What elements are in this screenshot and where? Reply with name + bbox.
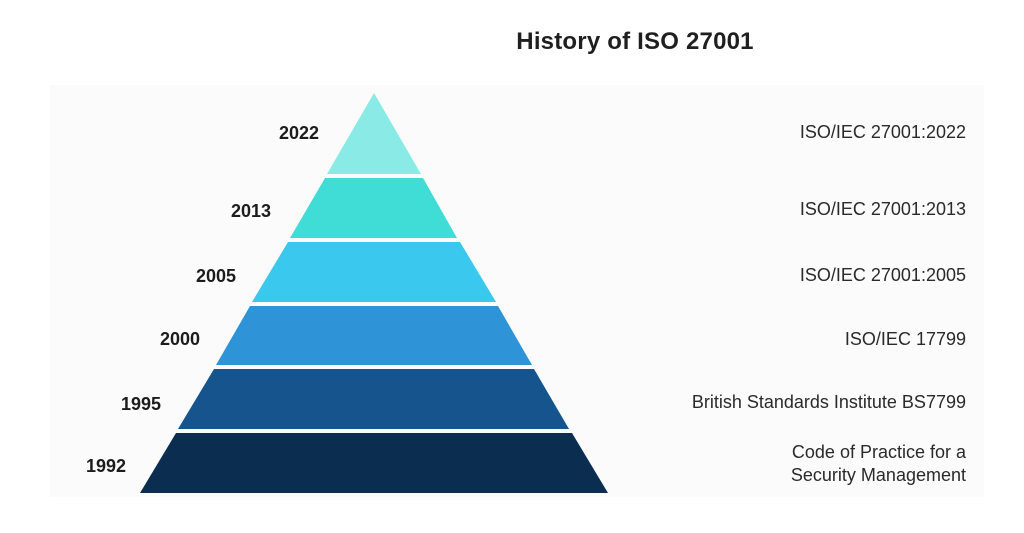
description-1992-line1: Code of Practice for a — [791, 442, 966, 462]
description-2000: ISO/IEC 17799 — [844, 329, 966, 349]
pyramid-tier-1995 — [178, 369, 569, 429]
pyramid-tier-2013 — [290, 178, 457, 238]
pyramid-tier-2022 — [327, 93, 421, 174]
year-label-2000: 2000 — [160, 329, 201, 349]
description-2013: ISO/IEC 27001:2013 — [799, 199, 966, 219]
pyramid-tier-2000 — [216, 306, 532, 365]
pyramid-tier-1992 — [140, 433, 608, 493]
pyramid-tier-2005 — [252, 242, 496, 302]
year-label-2005: 2005 — [196, 266, 237, 286]
year-label-2013: 2013 — [231, 201, 272, 221]
description-2005: ISO/IEC 27001:2005 — [799, 265, 966, 285]
year-label-1992: 1992 — [86, 456, 127, 476]
diagram-title: History of ISO 27001 — [516, 28, 754, 55]
description-1995: British Standards Institute BS7799 — [691, 392, 966, 412]
year-label-1995: 1995 — [121, 394, 162, 414]
description-2022: ISO/IEC 27001:2022 — [799, 122, 966, 142]
year-label-2022: 2022 — [279, 123, 320, 143]
description-1992-line2: Security Management — [790, 465, 966, 485]
description-1992: Code of Practice for a Security Manageme… — [791, 441, 966, 487]
